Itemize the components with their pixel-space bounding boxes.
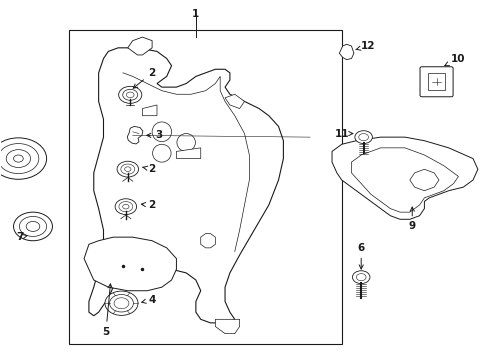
Circle shape bbox=[105, 291, 138, 315]
Text: 4: 4 bbox=[142, 295, 156, 305]
Text: 9: 9 bbox=[408, 207, 415, 231]
FancyBboxPatch shape bbox=[419, 67, 452, 97]
Circle shape bbox=[356, 274, 366, 281]
Ellipse shape bbox=[177, 134, 195, 152]
Polygon shape bbox=[89, 48, 283, 323]
Circle shape bbox=[14, 155, 23, 162]
Text: 2: 2 bbox=[141, 200, 155, 210]
Circle shape bbox=[0, 144, 39, 174]
Polygon shape bbox=[339, 44, 353, 60]
Ellipse shape bbox=[152, 144, 171, 162]
Circle shape bbox=[115, 199, 136, 215]
Polygon shape bbox=[84, 237, 176, 291]
Text: 2: 2 bbox=[142, 164, 155, 174]
Circle shape bbox=[354, 131, 372, 144]
Text: 8: 8 bbox=[0, 359, 1, 360]
Polygon shape bbox=[142, 105, 157, 116]
Polygon shape bbox=[176, 148, 201, 158]
Circle shape bbox=[122, 89, 138, 100]
Circle shape bbox=[121, 164, 135, 174]
Polygon shape bbox=[224, 94, 244, 109]
Polygon shape bbox=[331, 137, 477, 219]
Polygon shape bbox=[409, 169, 438, 191]
Text: 11: 11 bbox=[334, 129, 352, 139]
Circle shape bbox=[114, 298, 129, 309]
Text: 5: 5 bbox=[102, 284, 112, 337]
Ellipse shape bbox=[152, 122, 171, 141]
Circle shape bbox=[117, 161, 138, 177]
Circle shape bbox=[0, 138, 46, 179]
Circle shape bbox=[122, 204, 129, 209]
Text: 1: 1 bbox=[192, 9, 199, 19]
Text: 6: 6 bbox=[357, 243, 364, 269]
Polygon shape bbox=[215, 319, 239, 334]
Circle shape bbox=[352, 271, 369, 284]
Circle shape bbox=[20, 216, 46, 237]
Circle shape bbox=[124, 167, 131, 171]
Circle shape bbox=[119, 86, 142, 103]
Circle shape bbox=[26, 221, 40, 231]
Circle shape bbox=[109, 294, 133, 312]
Text: 2: 2 bbox=[133, 68, 155, 88]
Circle shape bbox=[126, 92, 134, 98]
Circle shape bbox=[119, 202, 133, 212]
Polygon shape bbox=[351, 148, 458, 212]
Text: 12: 12 bbox=[355, 41, 375, 51]
Polygon shape bbox=[127, 37, 152, 55]
Text: 3: 3 bbox=[146, 130, 163, 140]
Circle shape bbox=[358, 134, 368, 141]
Polygon shape bbox=[127, 126, 142, 144]
Bar bbox=[69, 30, 341, 344]
Polygon shape bbox=[201, 234, 215, 248]
Bar bbox=[427, 73, 445, 90]
Text: 7: 7 bbox=[16, 232, 27, 242]
Text: 10: 10 bbox=[444, 54, 465, 66]
Circle shape bbox=[14, 212, 52, 241]
Circle shape bbox=[6, 150, 30, 167]
